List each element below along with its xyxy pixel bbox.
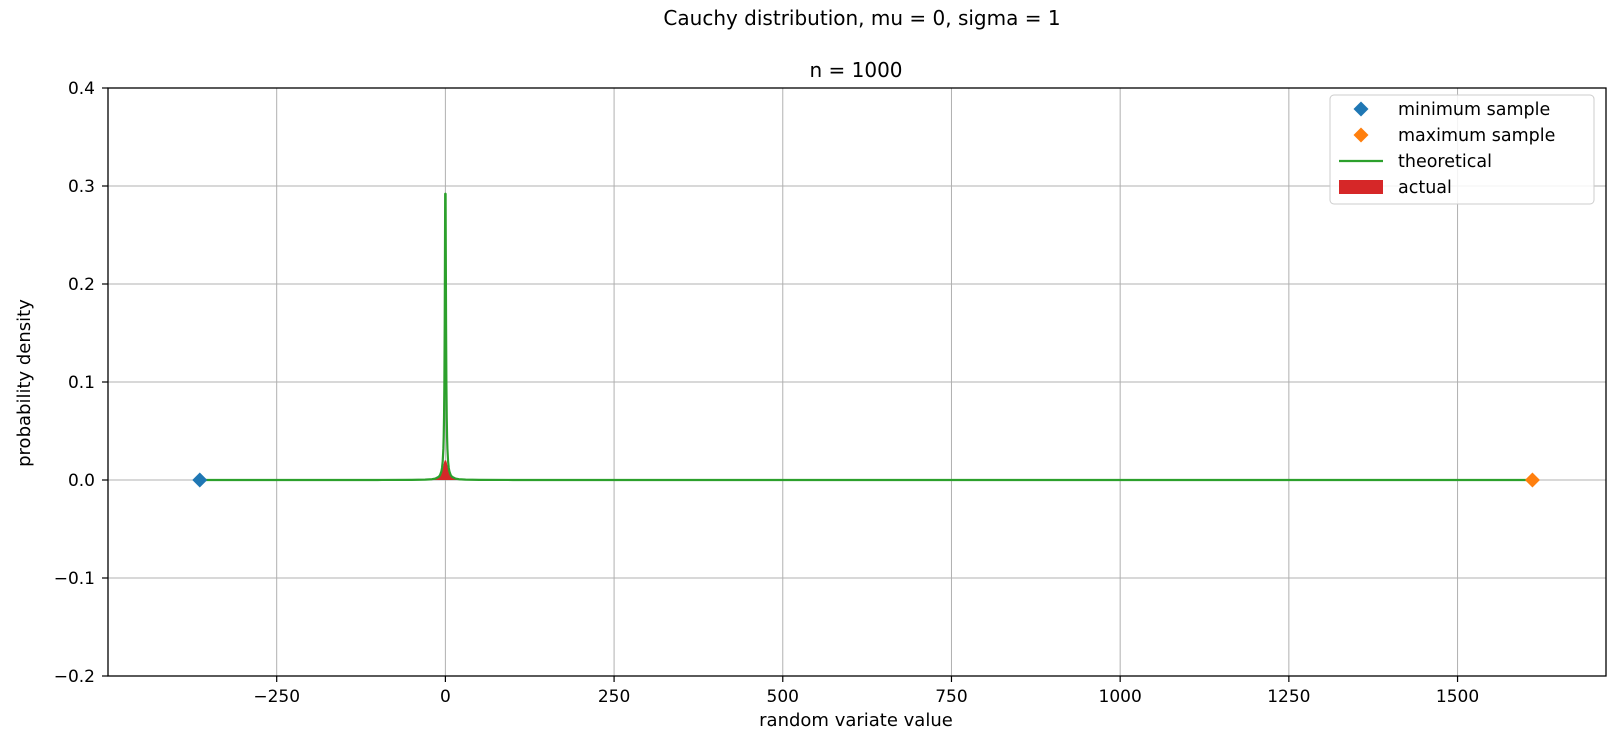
legend-label: minimum sample xyxy=(1398,100,1550,120)
x-tick-label: 0 xyxy=(440,687,451,707)
y-tick-label: 0.1 xyxy=(68,373,95,393)
chart-subtitle: n = 1000 xyxy=(809,58,902,82)
maximum-sample-marker xyxy=(1524,472,1540,488)
y-axis-label: probability density xyxy=(14,299,35,467)
x-tick-label: −250 xyxy=(253,687,300,707)
x-axis-label: random variate value xyxy=(759,710,953,731)
y-tick-label: 0.4 xyxy=(68,79,95,99)
x-tick-label: 1000 xyxy=(1099,687,1142,707)
legend: minimum sample maximum sample theoretical a… xyxy=(1329,94,1595,205)
y-tick-label: 0.2 xyxy=(68,275,95,295)
x-tick-label: 250 xyxy=(598,687,630,707)
y-tick-label: −0.2 xyxy=(54,667,95,687)
theoretical-line xyxy=(199,192,1533,482)
minimum-sample-marker xyxy=(192,472,208,488)
x-tick-label: 750 xyxy=(935,687,967,707)
legend-label: maximum sample xyxy=(1398,126,1555,146)
legend-label: actual xyxy=(1398,178,1452,198)
x-tick-label: 1500 xyxy=(1436,687,1479,707)
y-tick-label: 0.0 xyxy=(68,471,95,491)
y-tick-label: 0.3 xyxy=(68,177,95,197)
legend-minimum-sample-marker xyxy=(1353,101,1369,117)
y-tick-label: −0.1 xyxy=(54,569,95,589)
legend-actual-patch xyxy=(1339,180,1383,194)
legend-maximum-sample-marker xyxy=(1353,127,1369,143)
x-tick-label: 500 xyxy=(767,687,799,707)
plot-area: −250 0 250 500 750 1000 1250 1500 −0.2 −0.1 0.0 0.1… xyxy=(54,79,1607,707)
chart-title: Cauchy distribution, mu = 0, sigma = 1 xyxy=(663,6,1060,30)
legend-label: theoretical xyxy=(1398,152,1492,172)
x-tick-label: 1250 xyxy=(1267,687,1310,707)
legend-box xyxy=(1329,94,1595,205)
